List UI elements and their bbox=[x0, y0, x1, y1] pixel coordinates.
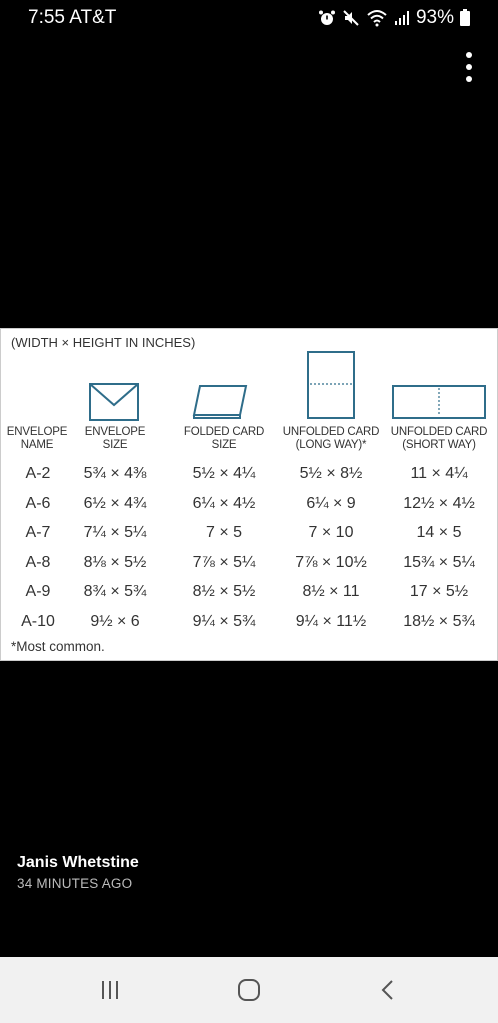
table-row: A-8 8⅛ × 5½ 7⅞ × 5¼ 7⅞ × 10½ 15¾ × 5¼ bbox=[1, 554, 498, 584]
cell-unfolded-long: 6¼ × 9 bbox=[306, 494, 356, 512]
cell-unfolded-long: 7⅞ × 10½ bbox=[295, 553, 367, 571]
cell-unfolded-short: 14 × 5 bbox=[416, 524, 462, 541]
cell-envelope-size: 6½ × 4¾ bbox=[83, 494, 147, 512]
cell-unfolded-long: 9¼ × 11½ bbox=[295, 612, 367, 630]
alarm-icon bbox=[318, 10, 335, 25]
table-row: A-6 6½ × 4¾ 6¼ × 4½ 6¼ × 9 12½ × 4½ bbox=[1, 495, 498, 525]
cell-unfolded-short: 11 × 4¼ bbox=[410, 465, 468, 482]
recent-apps-button[interactable] bbox=[90, 977, 130, 1003]
post-time: 34 MINUTES AGO bbox=[17, 876, 133, 891]
table-row: A-2 5¾ × 4⅜ 5½ × 4¼ 5½ × 8½ 11 × 4¼ bbox=[1, 465, 498, 495]
photo-caption: Janis Whetstine 34 MINUTES AGO bbox=[17, 854, 139, 891]
cell-envelope-size: 7¼ × 5¼ bbox=[83, 524, 147, 541]
cell-folded-size: 5½ × 4¼ bbox=[192, 465, 256, 482]
cell-envelope-size: 9½ × 6 bbox=[90, 612, 140, 630]
back-button[interactable] bbox=[368, 977, 408, 1003]
kebab-dot bbox=[466, 76, 472, 82]
cell-envelope-size: 5¾ × 4⅜ bbox=[83, 465, 147, 482]
col-header-envelope-name: ENVELOPE NAME bbox=[6, 426, 68, 451]
signal-icon bbox=[394, 11, 409, 25]
cell-unfolded-short: 15¾ × 5¼ bbox=[403, 553, 475, 571]
shared-photo[interactable]: (WIDTH × HEIGHT IN INCHES) ENVELOPE NAME bbox=[0, 328, 498, 661]
home-icon bbox=[238, 979, 260, 1001]
author-name[interactable]: Janis Whetstine bbox=[17, 854, 139, 871]
cell-unfolded-short: 17 × 5½ bbox=[409, 583, 469, 600]
cell-name: A-2 bbox=[25, 465, 51, 482]
cell-name: A-6 bbox=[25, 494, 51, 512]
table-rows: A-2 5¾ × 4⅜ 5½ × 4¼ 5½ × 8½ 11 × 4¼ A-6 … bbox=[1, 465, 498, 642]
battery-icon bbox=[460, 9, 470, 26]
clock: 7:55 bbox=[28, 7, 65, 28]
cell-unfolded-long: 7 × 10 bbox=[308, 524, 354, 541]
cell-unfolded-short: 18½ × 5¾ bbox=[403, 612, 475, 630]
cell-unfolded-long: 8½ × 11 bbox=[302, 583, 360, 600]
table-row: A-10 9½ × 6 9¼ × 5¾ 9¼ × 11½ 18½ × 5¾ bbox=[1, 613, 498, 643]
recent-apps-icon bbox=[102, 981, 118, 999]
cell-name: A-7 bbox=[25, 524, 51, 541]
col-header-envelope-size: ENVELOPE SIZE bbox=[84, 426, 146, 451]
cell-folded-size: 7⅞ × 5¼ bbox=[192, 553, 256, 571]
status-bar: 7:55 AT&T bbox=[0, 0, 498, 36]
unfolded-card-long-icon bbox=[307, 351, 355, 419]
column-headers: ENVELOPE NAME ENVELOPE SIZE FOLDED CARD SIZ… bbox=[1, 426, 498, 456]
home-button[interactable] bbox=[229, 977, 269, 1003]
col-header-folded-card-size: FOLDED CARD SIZE bbox=[183, 426, 265, 451]
illustration-row bbox=[1, 349, 498, 441]
table-footnote: *Most common. bbox=[11, 639, 105, 654]
cell-folded-size: 7 × 5 bbox=[205, 524, 243, 541]
cell-folded-size: 6¼ × 4½ bbox=[192, 494, 256, 512]
status-time: 7:55 AT&T bbox=[28, 7, 116, 29]
col-header-unfolded-short: UNFOLDED CARD (SHORT WAY) bbox=[390, 426, 488, 451]
cell-name: A-10 bbox=[21, 612, 55, 630]
cell-envelope-size: 8¾ × 5¾ bbox=[83, 583, 147, 600]
back-icon bbox=[381, 980, 393, 1000]
status-icons: 93% bbox=[318, 7, 470, 29]
more-options-button[interactable] bbox=[464, 52, 474, 82]
envelope-icon bbox=[89, 383, 139, 421]
table-row: A-9 8¾ × 5¾ 8½ × 5½ 8½ × 11 17 × 5½ bbox=[1, 583, 498, 613]
battery-percent: 93% bbox=[415, 7, 454, 28]
cell-name: A-8 bbox=[25, 553, 51, 571]
table-note: (WIDTH × HEIGHT IN INCHES) bbox=[11, 335, 196, 350]
cell-unfolded-short: 12½ × 4½ bbox=[403, 494, 475, 512]
navigation-bar bbox=[0, 957, 498, 1023]
wifi-icon bbox=[367, 10, 387, 27]
col-header-unfolded-long: UNFOLDED CARD (LONG WAY)* bbox=[282, 426, 380, 451]
cell-folded-size: 9¼ × 5¾ bbox=[192, 612, 256, 630]
cell-name: A-9 bbox=[25, 583, 51, 600]
unfolded-card-short-icon bbox=[392, 385, 486, 419]
kebab-dot bbox=[466, 64, 472, 70]
mute-icon bbox=[343, 10, 359, 26]
cell-unfolded-long: 5½ × 8½ bbox=[299, 465, 363, 482]
table-row: A-7 7¼ × 5¼ 7 × 5 7 × 10 14 × 5 bbox=[1, 524, 498, 554]
cell-folded-size: 8½ × 5½ bbox=[192, 583, 256, 600]
carrier: AT&T bbox=[69, 7, 117, 28]
cell-envelope-size: 8⅛ × 5½ bbox=[83, 553, 147, 571]
kebab-dot bbox=[466, 52, 472, 58]
folded-card-icon bbox=[192, 385, 248, 419]
